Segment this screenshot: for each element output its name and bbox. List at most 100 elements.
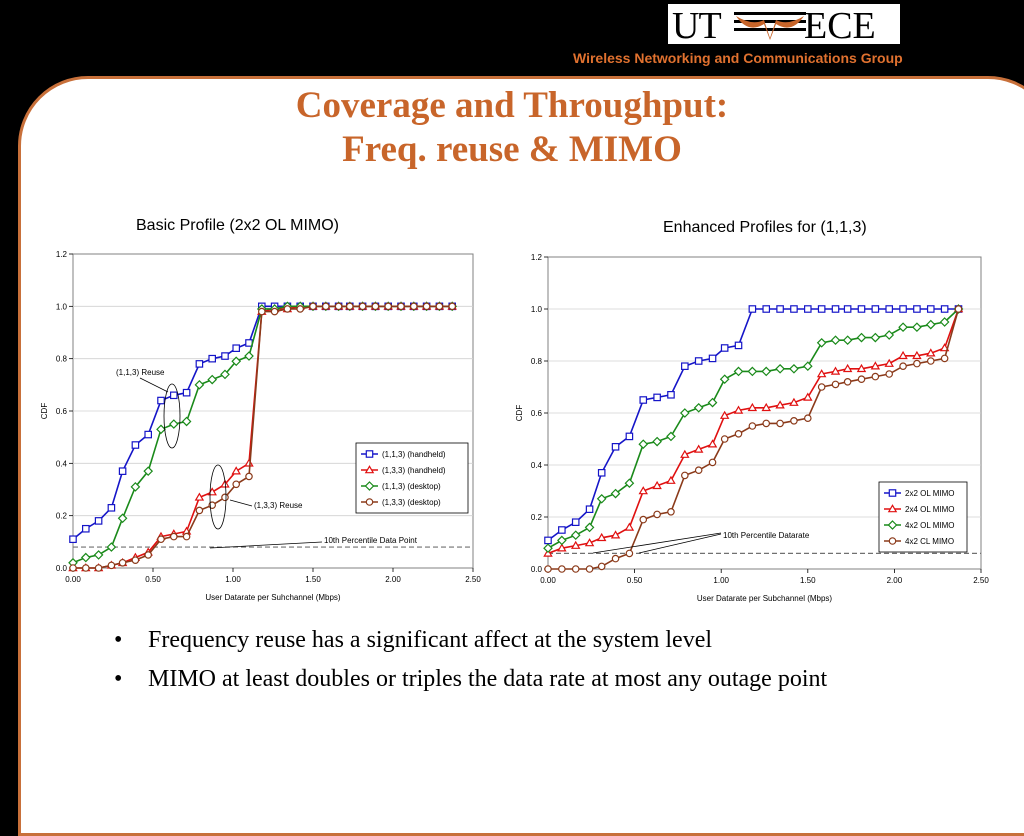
data-point — [296, 305, 305, 313]
data-point — [81, 524, 90, 533]
data-point — [170, 391, 178, 400]
data-point — [258, 307, 266, 316]
data-point — [720, 344, 729, 352]
data-point — [107, 504, 116, 512]
data-point — [884, 330, 895, 340]
y-tick-label: 0.0 — [56, 564, 68, 573]
data-point — [270, 307, 279, 316]
data-point — [802, 361, 813, 372]
legend: 2x2 OL MIMO 2x4 OL MIMO 4x2 OL MIMO 4x2 CL … — [878, 481, 968, 553]
y-tick-label: 0.0 — [531, 565, 543, 574]
annotation-arrow — [229, 499, 253, 507]
data-point — [899, 362, 907, 371]
data-point — [131, 441, 140, 449]
data-point — [856, 332, 867, 343]
data-point — [789, 363, 799, 374]
data-point — [639, 396, 648, 404]
data-point — [195, 506, 204, 515]
data-point — [625, 549, 634, 558]
data-point — [168, 419, 179, 429]
data-point — [106, 542, 117, 552]
data-point — [666, 431, 676, 442]
data-point — [899, 305, 907, 313]
legend-marker — [887, 520, 898, 530]
data-point — [885, 305, 894, 313]
data-point — [625, 432, 634, 441]
x-tick-label: 1.00 — [713, 576, 729, 585]
data-point — [118, 467, 127, 475]
data-point — [776, 305, 784, 313]
data-point — [733, 405, 744, 414]
data-point — [571, 518, 580, 527]
data-point — [157, 396, 165, 405]
reference-line-label: 10th Percentile Data Point — [324, 536, 418, 545]
data-point — [871, 372, 880, 381]
data-point — [557, 543, 567, 552]
annotation-arrow — [638, 533, 722, 554]
data-point — [667, 391, 675, 399]
data-point — [144, 551, 153, 559]
data-point — [334, 302, 343, 311]
logo-ece-text: ECE — [804, 5, 876, 47]
legend-entry: 2x4 OL MIMO — [905, 505, 955, 514]
data-point — [856, 363, 867, 373]
x-tick-label: 1.50 — [305, 575, 321, 584]
data-point — [611, 443, 620, 451]
data-point — [666, 475, 676, 484]
chart2-title: Enhanced Profiles for (1,1,3) — [663, 219, 867, 236]
legend-marker — [365, 498, 374, 506]
group-name: Wireless Networking and Communications G… — [573, 50, 903, 66]
bullet-text: Frequency reuse has a significant affect… — [148, 627, 713, 653]
data-point — [131, 556, 140, 564]
data-point — [69, 535, 77, 544]
data-point — [679, 408, 690, 418]
data-point — [570, 540, 581, 549]
annotation-arrow — [209, 541, 323, 549]
data-point — [182, 532, 191, 541]
data-point — [143, 466, 154, 477]
data-point — [842, 363, 853, 373]
data-point — [707, 439, 718, 448]
data-point — [789, 397, 799, 406]
data-point — [747, 402, 758, 412]
data-point — [870, 361, 881, 370]
data-point — [309, 302, 317, 311]
data-point — [954, 305, 963, 313]
data-point — [570, 530, 581, 541]
data-point — [80, 552, 91, 563]
data-point — [803, 414, 812, 423]
data-point — [940, 354, 949, 363]
data-point — [208, 354, 217, 363]
data-point — [544, 565, 552, 573]
data-point — [694, 357, 703, 365]
series-3 — [543, 304, 964, 554]
data-point — [130, 482, 141, 492]
data-point — [912, 322, 922, 333]
legend-entry: (1,1,3) (handheld) — [382, 450, 446, 459]
data-point — [842, 335, 853, 346]
data-point — [913, 359, 921, 368]
data-point — [790, 305, 798, 313]
annotation-arrow — [592, 532, 722, 554]
data-point — [693, 444, 704, 453]
data-point — [939, 317, 950, 327]
data-point — [926, 348, 936, 357]
data-point — [638, 486, 648, 495]
data-point — [803, 392, 813, 401]
data-point — [816, 369, 827, 378]
data-point — [761, 402, 771, 412]
y-tick-label: 0.8 — [531, 357, 543, 366]
data-point — [775, 363, 785, 374]
data-point — [221, 493, 229, 502]
data-point — [195, 360, 204, 368]
legend-entry: 4x2 CL MIMO — [905, 537, 954, 546]
data-point — [448, 302, 457, 311]
data-point — [610, 530, 621, 539]
y-tick-label: 0.2 — [56, 512, 68, 521]
data-point — [747, 366, 758, 377]
data-point — [117, 513, 128, 524]
annotation-arrow — [139, 377, 169, 393]
x-tick-label: 2.50 — [973, 576, 989, 585]
data-point — [816, 337, 827, 348]
data-point — [94, 517, 103, 525]
